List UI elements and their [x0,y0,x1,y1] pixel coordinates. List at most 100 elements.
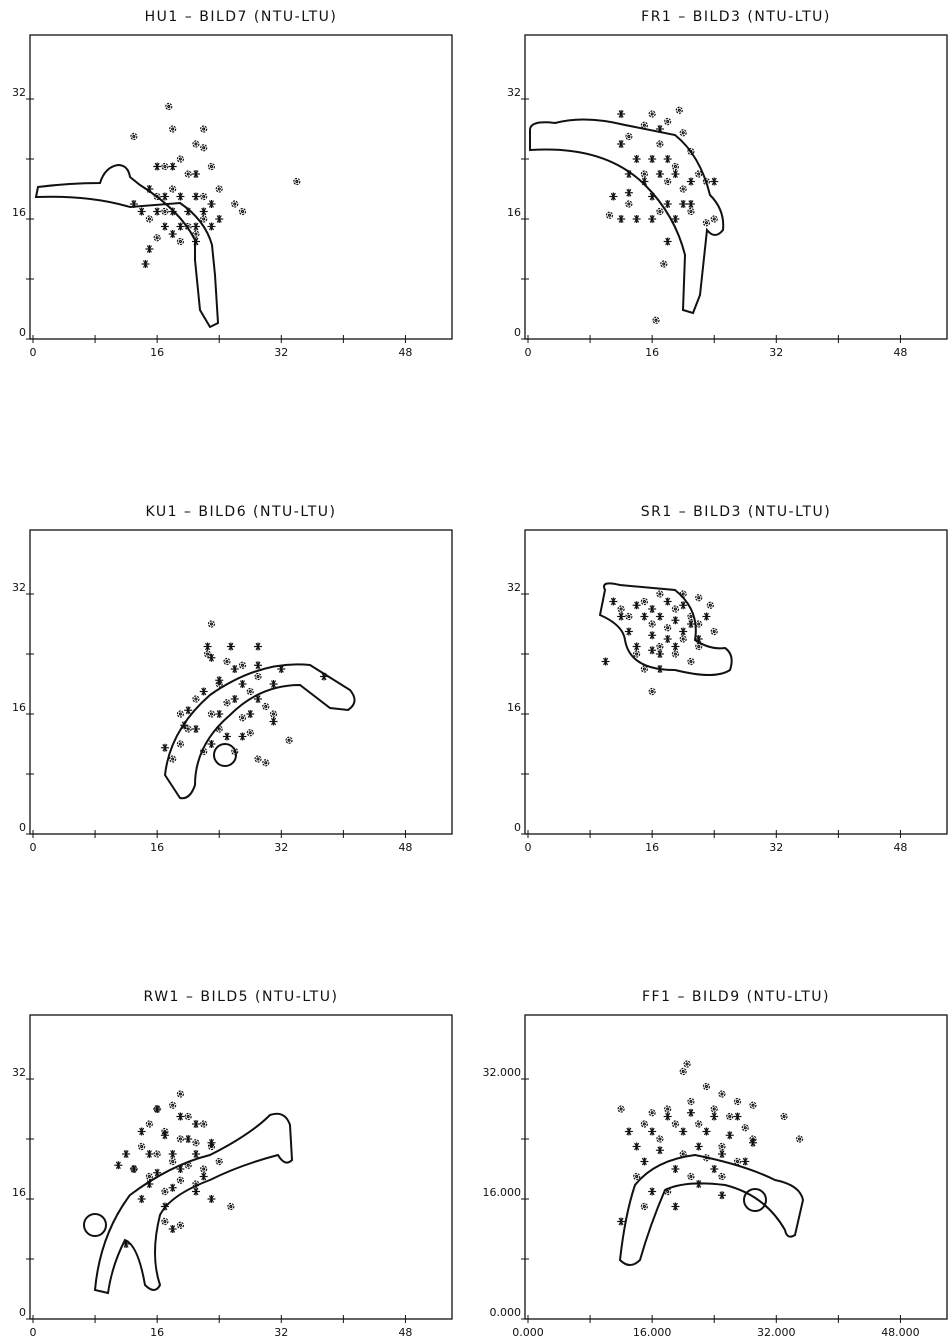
data-point [160,743,169,752]
data-point [679,185,687,193]
data-point [617,140,626,148]
data-point [617,1105,625,1113]
panel: FR1 – BILD3 (NTU-LTU) 0 16 32 48 0 16 32 [507,9,948,359]
panel: RW1 – BILD5 (NTU-LTU) 0 16 32 48 0 16 32 [12,989,453,1339]
head-outline [213,743,237,767]
plot-frame [524,34,948,340]
data-point [207,1138,216,1147]
data-point [203,642,212,651]
data-point [664,177,672,186]
data-point [145,185,154,193]
data-point [609,192,618,201]
data-point [664,624,672,632]
data-point [640,665,648,673]
data-point [633,650,641,658]
data-point [200,192,208,201]
x-tick-label: 0 [525,346,532,359]
data-point [632,1142,641,1151]
panel: FF1 – BILD9 (NTU-LTU) 0.000 16.000 32.000 48… [483,989,948,1339]
data-point [141,260,150,268]
data-point [122,1150,131,1158]
y-tick-label: 32 [12,581,26,594]
y-tick-label: 16 [12,701,26,714]
data-point [648,1127,657,1136]
data-point [625,200,633,208]
data-point [687,207,695,216]
data-point [262,702,270,711]
x-tick-label: 48 [398,841,412,854]
y-tick-label: 0 [514,821,521,834]
data-point [710,1112,719,1121]
chart-title: HU1 – BILD7 (NTU-LTU) [145,9,338,25]
data-point [671,642,680,651]
data-point [695,1120,703,1128]
data-point [191,1120,200,1128]
x-tick-label: 32 [769,346,783,359]
data-point [161,1217,169,1226]
data-point [632,155,641,163]
data-point [675,106,683,114]
data-point [671,616,680,625]
data-point [671,1120,680,1128]
x-tick-label: 32.000 [757,1326,796,1339]
panel: HU1 – BILD7 (NTU-LTU) 0 16 32 48 0 16 32 [12,9,453,359]
data-point [176,1112,185,1121]
data-point [231,747,239,756]
y-tick-label: 0 [514,326,521,339]
data-point [710,1105,718,1113]
data-point [184,706,193,715]
data-point [176,1176,185,1184]
body-outline [34,163,220,329]
data-point [625,612,633,621]
data-point [733,1112,742,1121]
data-point [632,601,641,610]
data-point [246,687,254,696]
data-point [617,215,626,223]
y-tick-label: 0 [19,1306,26,1319]
data-point [176,237,185,246]
data-point [663,200,672,208]
data-point [168,1150,177,1158]
data-point [656,1135,664,1143]
data-point [648,155,657,163]
data-point [686,1108,695,1117]
data-point [655,612,664,621]
data-point [145,1120,153,1128]
data-point [176,222,185,231]
data-point [663,1112,672,1121]
data-point [702,1154,711,1162]
data-point [191,192,200,201]
data-point [679,635,687,643]
data-point [238,680,247,688]
data-point [200,1165,208,1173]
data-point [207,740,216,748]
x-tick-label: 16.000 [633,1326,672,1339]
data-point [718,1142,726,1151]
data-point [207,162,216,171]
data-point [702,1082,711,1091]
data-point [161,1187,169,1196]
data-point [129,1165,138,1173]
data-point [169,755,177,763]
data-point [648,1187,657,1196]
data-point [695,642,703,651]
data-point [191,725,200,733]
data-point [741,1124,749,1132]
data-point [648,687,656,696]
data-point [200,144,208,152]
data-point [226,642,235,651]
data-point [192,140,200,148]
data-point [153,1168,162,1177]
data-point [153,1105,162,1113]
data-point [640,1157,649,1166]
data-point [706,601,714,609]
data-point [717,1191,726,1200]
data-point [168,1183,177,1192]
data-point [640,1202,648,1211]
data-point [780,1112,788,1121]
data-point [664,117,672,126]
data-point [655,665,664,673]
x-tick-label: 32 [769,841,783,854]
y-tick-label: 32 [12,86,26,99]
data-point [632,215,641,223]
